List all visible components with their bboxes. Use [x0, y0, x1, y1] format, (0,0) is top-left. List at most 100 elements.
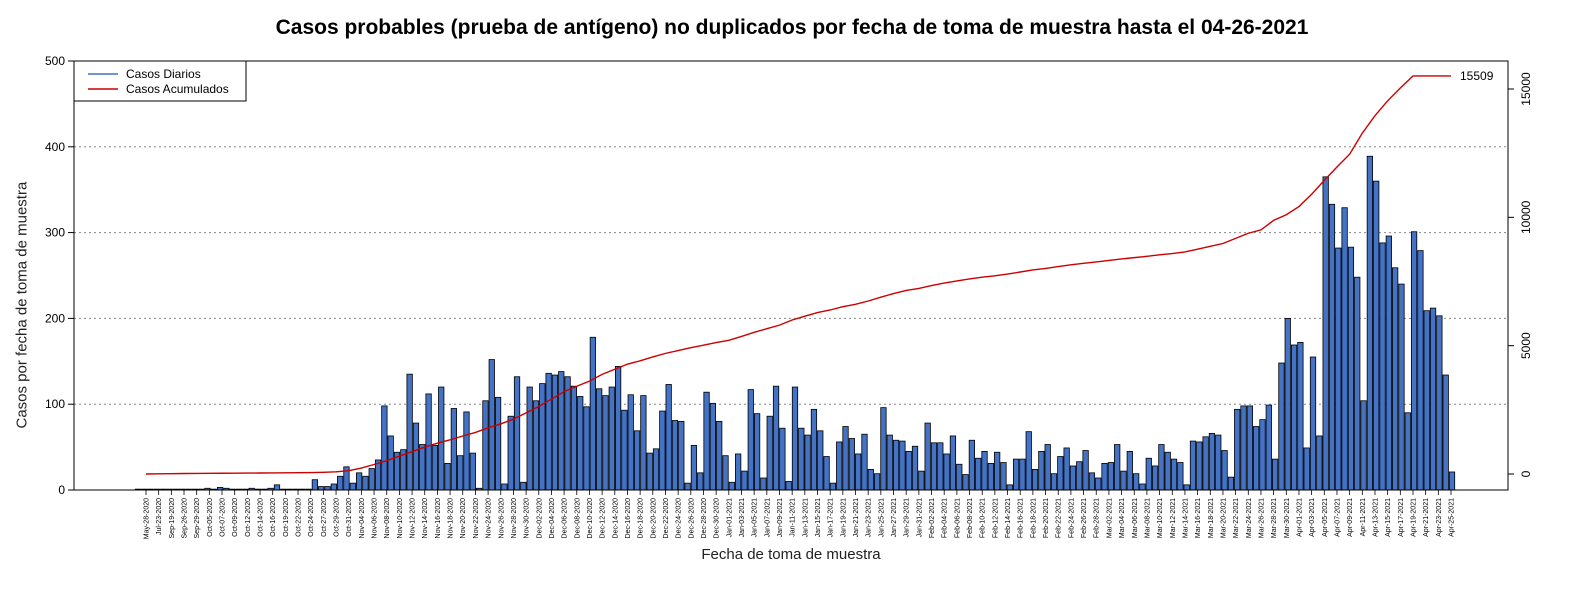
bar — [1000, 462, 1007, 491]
x-tick-label: Feb-14-2021 — [1005, 498, 1012, 538]
x-tick-label: Nov-06-2020 — [372, 498, 379, 539]
x-axis-label: Fecha de toma de muestra — [701, 546, 881, 563]
bar — [551, 374, 559, 491]
x-tick-label: Feb-16-2021 — [1018, 498, 1025, 538]
x-tick-label: Jan-13-2021 — [802, 498, 809, 537]
x-tick-label: Mar-30-2021 — [1284, 498, 1291, 538]
x-tick-label: Mar-26-2021 — [1258, 498, 1265, 538]
bar — [1158, 444, 1165, 491]
bar — [1050, 473, 1058, 491]
bar — [1114, 444, 1121, 491]
bar — [804, 434, 811, 491]
bar — [545, 372, 552, 491]
bar — [1417, 250, 1424, 491]
x-tick-label: Nov-28-2020 — [511, 498, 518, 539]
x-tick-label: Oct-05-2020 — [207, 498, 214, 537]
x-tick-label: Nov-26-2020 — [498, 498, 505, 539]
x-tick-label: Dec-04-2020 — [549, 498, 556, 539]
bar — [956, 463, 963, 491]
bar — [488, 359, 495, 491]
bar — [1170, 458, 1178, 491]
legend-box — [73, 60, 247, 102]
bar — [1341, 207, 1348, 491]
bar — [709, 402, 716, 491]
x-tick-label: Nov-08-2020 — [384, 498, 391, 539]
x-tick-label: Dec-20-2020 — [650, 498, 657, 539]
bar — [659, 410, 666, 491]
x-tick-label: Feb-04-2021 — [942, 498, 949, 538]
x-tick-label: Nov-22-2020 — [473, 498, 480, 539]
bar — [697, 472, 704, 491]
bar — [1278, 362, 1285, 491]
x-tick-label: Oct-19-2020 — [283, 498, 290, 537]
x-tick-label: Mar-04-2021 — [1119, 498, 1126, 538]
x-tick-label: Nov-04-2020 — [359, 498, 366, 539]
bar — [513, 376, 521, 491]
bar — [532, 400, 540, 491]
x-tick-label: Feb-22-2021 — [1056, 498, 1063, 538]
bar — [665, 384, 672, 491]
x-tick-label: Oct-12-2020 — [245, 498, 252, 537]
bar — [520, 481, 527, 491]
x-tick-label: Dec-16-2020 — [625, 498, 632, 539]
series-line-casos-acumulados — [145, 75, 1451, 475]
x-tick-label: May-28-2020 — [144, 498, 151, 539]
x-tick-label: Oct-14-2020 — [258, 498, 265, 537]
bar — [387, 435, 394, 491]
bar — [911, 445, 919, 491]
bar — [1272, 458, 1279, 491]
x-tick-label: Mar-02-2021 — [1106, 498, 1113, 538]
bar — [1202, 436, 1209, 491]
bar — [273, 484, 281, 491]
x-tick-label: Jan-05-2021 — [752, 498, 759, 537]
bar — [684, 482, 691, 491]
x-tick-label: Dec-14-2020 — [612, 498, 619, 539]
x-tick-label: Oct-24-2020 — [308, 498, 315, 537]
x-tick-label: Feb-20-2021 — [1043, 498, 1050, 538]
bar — [848, 438, 855, 491]
x-tick-label: Feb-12-2021 — [992, 498, 999, 538]
bar — [596, 388, 603, 491]
bar — [703, 391, 710, 491]
bar — [1322, 176, 1329, 491]
bar — [861, 433, 868, 491]
bar — [671, 420, 679, 491]
x-tick-label: Jan-11-2021 — [790, 498, 797, 537]
cumulative-end-label: 15509 — [1460, 69, 1494, 83]
x-tick-label: Apr-01-2021 — [1296, 498, 1303, 537]
x-tick-label: Apr-25-2021 — [1449, 498, 1456, 537]
bar — [450, 408, 457, 491]
x-tick-label: Jan-29-2021 — [904, 498, 911, 537]
bar — [1019, 458, 1026, 491]
bar — [627, 394, 634, 491]
x-tick-label: Oct-31-2020 — [346, 498, 353, 537]
y-tick-label: 500 — [45, 54, 65, 68]
bar — [766, 415, 773, 491]
bar — [381, 405, 388, 491]
bar — [817, 430, 824, 491]
x-tick-label: Mar-18-2021 — [1208, 498, 1215, 538]
bar — [1234, 408, 1241, 491]
bar — [652, 448, 660, 491]
bar — [1006, 484, 1013, 491]
bar — [987, 462, 994, 491]
bar — [621, 409, 628, 491]
bar — [1082, 450, 1089, 491]
bar — [842, 426, 849, 491]
x-tick-label: Feb-08-2021 — [967, 498, 974, 538]
bar — [368, 468, 375, 491]
bar — [678, 420, 685, 491]
bar — [1164, 451, 1171, 491]
x-tick-label: Jul-23-2020 — [156, 498, 163, 535]
x-tick-label: Dec-06-2020 — [562, 498, 569, 539]
bar — [1101, 462, 1108, 491]
bar — [937, 442, 944, 491]
x-tick-label: Nov-20-2020 — [460, 498, 467, 539]
bar — [924, 422, 931, 491]
bar — [1031, 469, 1039, 491]
bar — [735, 453, 742, 491]
bar — [1316, 435, 1323, 491]
bar — [1354, 276, 1361, 491]
x-tick-label: Apr-19-2021 — [1410, 498, 1417, 537]
x-tick-label: Mar-12-2021 — [1170, 498, 1177, 538]
